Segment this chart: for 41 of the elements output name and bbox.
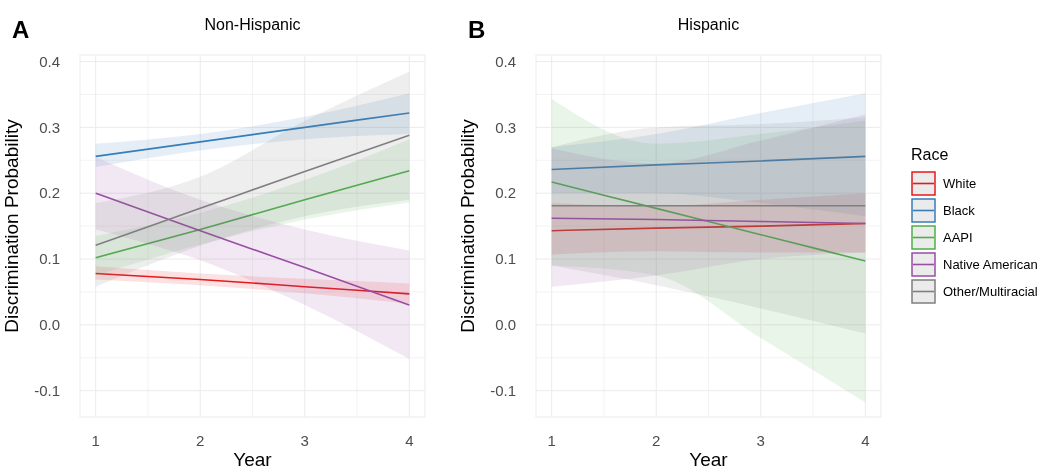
line-series <box>550 181 867 262</box>
chart-title: Hispanic <box>677 16 740 33</box>
y-tick-label: 0.1 <box>39 250 60 268</box>
y-tick-label: 0.3 <box>495 118 516 136</box>
line-series <box>94 272 411 295</box>
y-tick-label: 0.3 <box>39 118 60 136</box>
y-tick-label: -0.1 <box>34 381 60 399</box>
legend-label: White <box>943 176 977 192</box>
y-tick-label: 0.2 <box>495 184 516 202</box>
x-tick-label: 1 <box>547 432 556 450</box>
x-axis-title: Year <box>689 449 729 470</box>
x-tick-label: 3 <box>756 432 765 450</box>
line-series <box>94 192 411 306</box>
y-tick-label: 0.1 <box>495 250 516 268</box>
chart-title: Non-Hispanic <box>204 16 301 33</box>
x-tick-label: 4 <box>405 432 414 450</box>
x-tick-label: 3 <box>300 432 309 450</box>
y-tick-label: 0.4 <box>495 52 516 70</box>
y-tick-label: 0.0 <box>39 316 60 334</box>
y-tick-label: -0.1 <box>490 381 516 399</box>
y-axis-title: Discrimination Probability <box>457 118 478 333</box>
text: A <box>12 16 30 43</box>
x-tick-label: 4 <box>861 432 870 450</box>
legend-label: Black <box>943 203 976 219</box>
x-axis-title: Year <box>233 449 273 470</box>
line-series <box>94 134 411 247</box>
legend-label: Native American <box>943 257 1038 273</box>
y-axis-title: Discrimination Probability <box>1 118 22 333</box>
legend-label: AAPI <box>943 230 973 246</box>
y-tick-label: 0.4 <box>39 52 60 70</box>
line-series <box>94 170 411 259</box>
legend-label: Other/Multiracial <box>943 284 1038 300</box>
y-tick-label: 0.0 <box>495 316 516 334</box>
x-tick-label: 1 <box>91 432 100 450</box>
x-tick-label: 2 <box>196 432 205 450</box>
text: B <box>468 16 486 43</box>
x-tick-label: 2 <box>652 432 661 450</box>
line-series <box>94 112 411 158</box>
legend-title: Race <box>911 146 949 163</box>
y-tick-label: 0.2 <box>39 184 60 202</box>
line-series <box>550 155 867 171</box>
